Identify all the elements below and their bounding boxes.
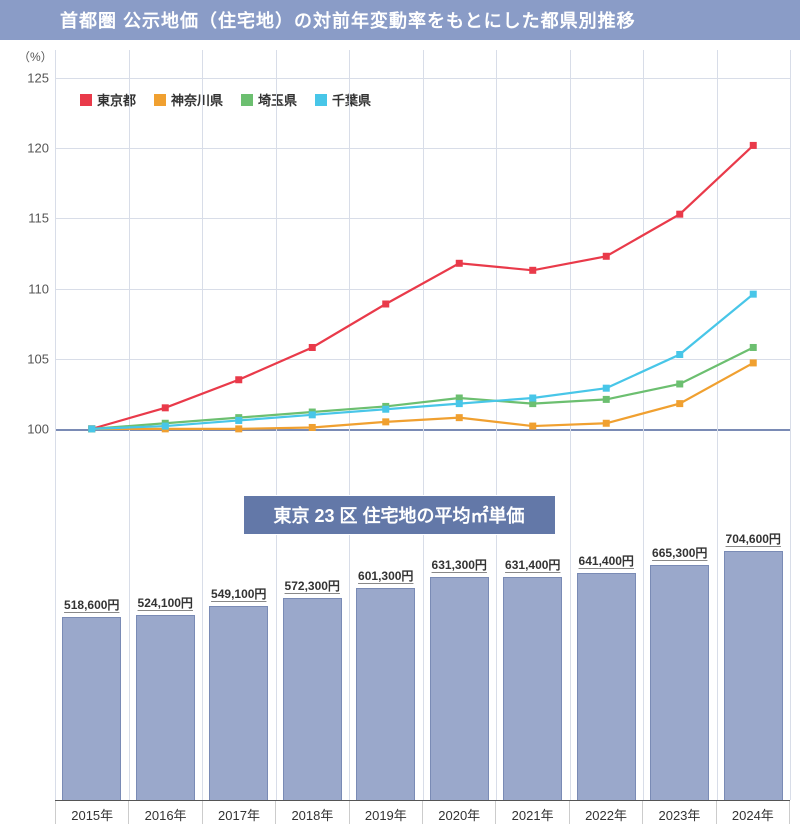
series-marker [750, 359, 757, 366]
bar-value-label: 572,300円 [285, 577, 340, 594]
bar-column: 665,300円 [643, 535, 717, 800]
x-tick-label: 2023年 [643, 801, 716, 824]
bar-value-label: 631,400円 [505, 556, 560, 573]
bar-rect [650, 565, 709, 800]
bar-rect [577, 573, 636, 800]
series-line [92, 347, 754, 428]
bar-column: 704,600円 [717, 535, 791, 800]
series-marker [235, 425, 242, 432]
bar-value-label: 704,600円 [726, 530, 781, 547]
x-tick-label: 2022年 [570, 801, 643, 824]
series-marker [676, 351, 683, 358]
x-tick-label: 2021年 [496, 801, 569, 824]
series-marker [162, 404, 169, 411]
bar-column: 572,300円 [276, 535, 350, 800]
bar-rect [430, 577, 489, 800]
series-marker [456, 400, 463, 407]
series-marker [676, 400, 683, 407]
series-line [92, 145, 754, 428]
title-band: 首都圏 公示地価（住宅地）の対前年変動率をもとにした都県別推移 [0, 0, 800, 40]
series-marker [603, 253, 610, 260]
bar-column: 518,600円 [55, 535, 129, 800]
bar-value-label: 518,600円 [64, 596, 119, 613]
bar-value-label: 665,300円 [652, 544, 707, 561]
series-marker [750, 142, 757, 149]
bar-rect [136, 615, 195, 800]
bar-rect [356, 588, 415, 800]
series-marker [603, 385, 610, 392]
bar-chart-title: 東京 23 区 住宅地の平均㎡単価 [243, 495, 556, 535]
bar-column: 601,300円 [349, 535, 423, 800]
series-marker [309, 411, 316, 418]
y-tick-label: 110 [28, 281, 55, 296]
series-marker [456, 260, 463, 267]
series-marker [603, 396, 610, 403]
bar-rect [209, 606, 268, 800]
x-axis: 2015年2016年2017年2018年2019年2020年2021年2022年… [55, 800, 790, 824]
bar-column: 549,100円 [202, 535, 276, 800]
y-tick-label: 105 [27, 351, 55, 366]
bar-rect [283, 598, 342, 800]
x-tick-label: 2024年 [717, 801, 790, 824]
x-tick-label: 2020年 [423, 801, 496, 824]
bar-column: 631,400円 [496, 535, 570, 800]
bar-column: 641,400円 [570, 535, 644, 800]
x-tick-label: 2016年 [129, 801, 202, 824]
y-tick-label: 120 [27, 141, 55, 156]
chart-title: 首都圏 公示地価（住宅地）の対前年変動率をもとにした都県別推移 [60, 7, 636, 33]
y-tick-label: 125 [27, 71, 55, 86]
gridline-x [790, 50, 791, 800]
series-marker [382, 406, 389, 413]
series-marker [162, 423, 169, 430]
plot-area: 100105110115120125東京 23 区 住宅地の平均㎡単価518,6… [55, 50, 790, 800]
series-marker [603, 420, 610, 427]
bar-column: 524,100円 [129, 535, 203, 800]
bar-value-label: 549,100円 [211, 585, 266, 602]
series-marker [456, 414, 463, 421]
series-marker [88, 425, 95, 432]
series-line [92, 294, 754, 429]
y-tick-label: 115 [28, 211, 55, 226]
series-line [92, 363, 754, 429]
series-marker [529, 267, 536, 274]
series-marker [750, 344, 757, 351]
series-marker [382, 300, 389, 307]
x-tick-label: 2017年 [203, 801, 276, 824]
bar-value-label: 601,300円 [358, 567, 413, 584]
chart-root: 首都圏 公示地価（住宅地）の対前年変動率をもとにした都県別推移 （%） 東京都神… [0, 0, 800, 827]
x-tick-label: 2015年 [55, 801, 129, 824]
series-marker [529, 395, 536, 402]
series-marker [676, 380, 683, 387]
series-marker [750, 291, 757, 298]
series-marker [309, 344, 316, 351]
line-series-svg [55, 50, 790, 515]
bar-value-label: 524,100円 [138, 594, 193, 611]
bar-area: 518,600円 524,100円 549,100円 572,300円 601,300円… [55, 535, 790, 800]
series-marker [309, 424, 316, 431]
bar-value-label: 641,400円 [579, 552, 634, 569]
bar-rect [724, 551, 783, 800]
x-tick-label: 2018年 [276, 801, 349, 824]
series-marker [235, 417, 242, 424]
bar-rect [62, 617, 121, 800]
series-marker [676, 211, 683, 218]
x-tick-label: 2019年 [350, 801, 423, 824]
bar-column: 631,300円 [423, 535, 497, 800]
series-marker [235, 376, 242, 383]
bar-rect [503, 577, 562, 800]
series-marker [529, 423, 536, 430]
y-tick-label: 100 [27, 421, 55, 436]
y-axis-unit: （%） [18, 48, 53, 65]
series-marker [382, 418, 389, 425]
bar-value-label: 631,300円 [432, 556, 487, 573]
